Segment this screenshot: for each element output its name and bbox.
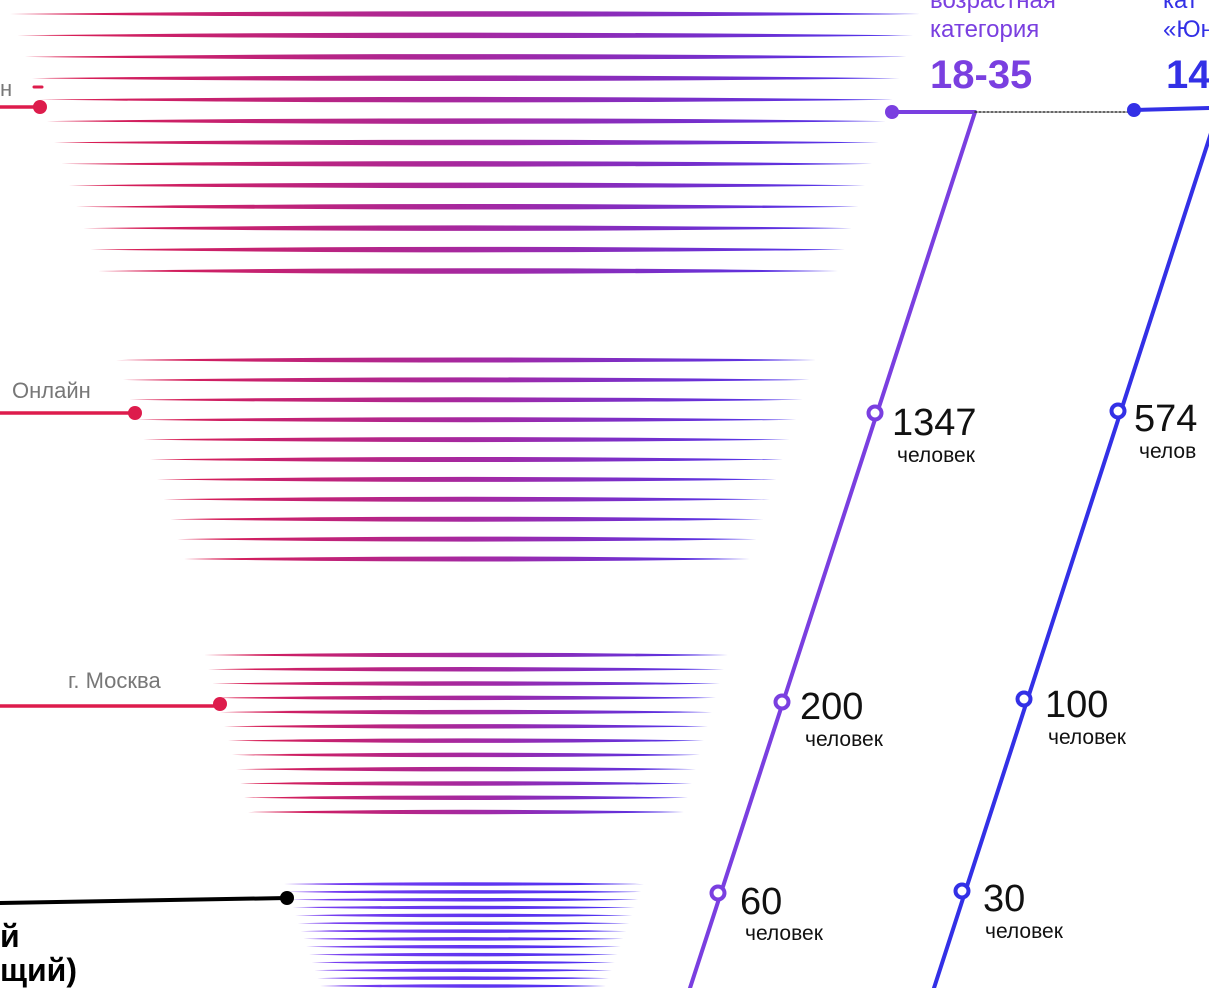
- category-2-count-2: 100: [1045, 684, 1109, 726]
- category-1-line1: возрастная: [930, 0, 1056, 14]
- category-2-unit-3: человек: [985, 920, 1063, 943]
- band-stage-1-10: [76, 204, 859, 210]
- category-2-marker-2: [1015, 690, 1033, 708]
- left-connector-3-dot: [213, 697, 227, 711]
- band-stage-1-4: [32, 75, 900, 81]
- band-stage-2-11: [184, 556, 750, 562]
- band-stage-3-4: [216, 695, 716, 701]
- band-stage-1-2: [17, 32, 914, 39]
- band-stage-2-9: [170, 516, 764, 522]
- bottom-left-text-1: й: [0, 918, 20, 954]
- band-stage-3-2: [208, 667, 724, 672]
- band-stage-4-4: [292, 905, 636, 910]
- stage-label-1: н: [0, 76, 13, 101]
- category-2-line1: кат: [1163, 0, 1198, 14]
- left-connector-2-dot: [128, 406, 142, 420]
- band-stage-3-8: [232, 752, 700, 758]
- band-stage-1-3: [24, 54, 907, 60]
- category-2-range: 14: [1166, 53, 1209, 97]
- category-1-count-2: 200: [800, 686, 864, 728]
- category-1-line2: категория: [930, 16, 1040, 43]
- band-stage-2-1: [116, 357, 816, 363]
- left-connector-1-dot: [33, 100, 47, 114]
- band-stage-4-3: [289, 897, 639, 902]
- band-stage-3-5: [220, 709, 712, 715]
- band-stage-3-7: [228, 738, 704, 743]
- band-stage-4-7: [300, 929, 627, 933]
- category-2-unit-2: человек: [1048, 726, 1126, 749]
- band-stage-3-11: [244, 795, 688, 800]
- band-stage-4-5: [295, 913, 633, 918]
- category-1-diagonal: [688, 110, 977, 988]
- category-2-diagonal: [932, 132, 1209, 988]
- category-2-count-1: 574: [1134, 398, 1198, 440]
- category-1-marker-2: [773, 693, 791, 711]
- category-2-line2: «Юн: [1163, 16, 1209, 43]
- band-stage-1-5: [39, 96, 893, 103]
- left-connector-4: [0, 896, 289, 905]
- band-stage-1-9: [68, 182, 866, 189]
- band-stage-2-8: [163, 496, 770, 502]
- band-stage-2-2: [122, 377, 810, 383]
- category-2-top-dot: [1127, 103, 1141, 117]
- band-stage-2-10: [177, 536, 757, 542]
- band-stage-4-2: [286, 890, 642, 894]
- category-1-unit-2: человек: [805, 728, 883, 751]
- category-2-top-line: [1132, 106, 1209, 112]
- band-stage-1-1: [10, 11, 920, 17]
- band-stage-3-1: [204, 652, 728, 658]
- category-1-marker-3: [709, 884, 727, 902]
- band-stage-3-3: [212, 681, 720, 686]
- category-1-count-3: 60: [740, 881, 783, 923]
- stage-label-2: Онлайн: [12, 378, 91, 403]
- band-stage-3-12: [248, 809, 684, 815]
- band-stage-4-1: [284, 882, 644, 886]
- band-stage-4-6: [297, 921, 630, 925]
- band-stage-4-10: [308, 952, 618, 957]
- category-1-count-1: 1347: [892, 402, 977, 444]
- category-1-top-dot: [885, 105, 899, 119]
- band-stage-4-12: [314, 968, 612, 973]
- band-stage-2-5: [143, 437, 790, 443]
- category-2-count-3: 30: [983, 878, 1026, 920]
- category-1-unit-3: человек: [745, 922, 823, 945]
- category-2-marker-3: [953, 882, 971, 900]
- band-stage-2-7: [156, 476, 777, 482]
- band-stage-1-13: [98, 268, 838, 274]
- band-stage-2-6: [150, 457, 783, 462]
- band-stage-4-8: [303, 937, 624, 941]
- band-stage-1-7: [54, 139, 879, 146]
- category-1-unit-1: человек: [897, 444, 975, 467]
- category-2-unit-1: челов: [1139, 440, 1197, 463]
- left-connector-4-dot: [280, 891, 294, 905]
- band-stage-1-12: [90, 246, 845, 253]
- band-stage-4-9: [306, 945, 621, 949]
- band-stage-1-6: [46, 118, 886, 124]
- band-stage-1-11: [83, 225, 852, 231]
- category-1-marker-1: [866, 404, 884, 422]
- band-stage-4-11: [311, 960, 615, 965]
- band-stage-4-13: [317, 976, 609, 980]
- bottom-left-text-2: щий): [0, 952, 77, 988]
- band-stage-3-9: [236, 766, 696, 772]
- band-stage-2-4: [136, 417, 797, 423]
- category-2-marker-1: [1109, 402, 1127, 420]
- band-stage-2-3: [129, 397, 803, 403]
- category-1-range: 18-35: [930, 53, 1033, 97]
- stage-label-3: г. Москва: [68, 668, 161, 693]
- band-stage-4-14: [320, 984, 606, 988]
- band-stage-3-10: [240, 781, 692, 786]
- band-stage-1-8: [61, 161, 873, 167]
- band-stage-3-6: [224, 724, 708, 729]
